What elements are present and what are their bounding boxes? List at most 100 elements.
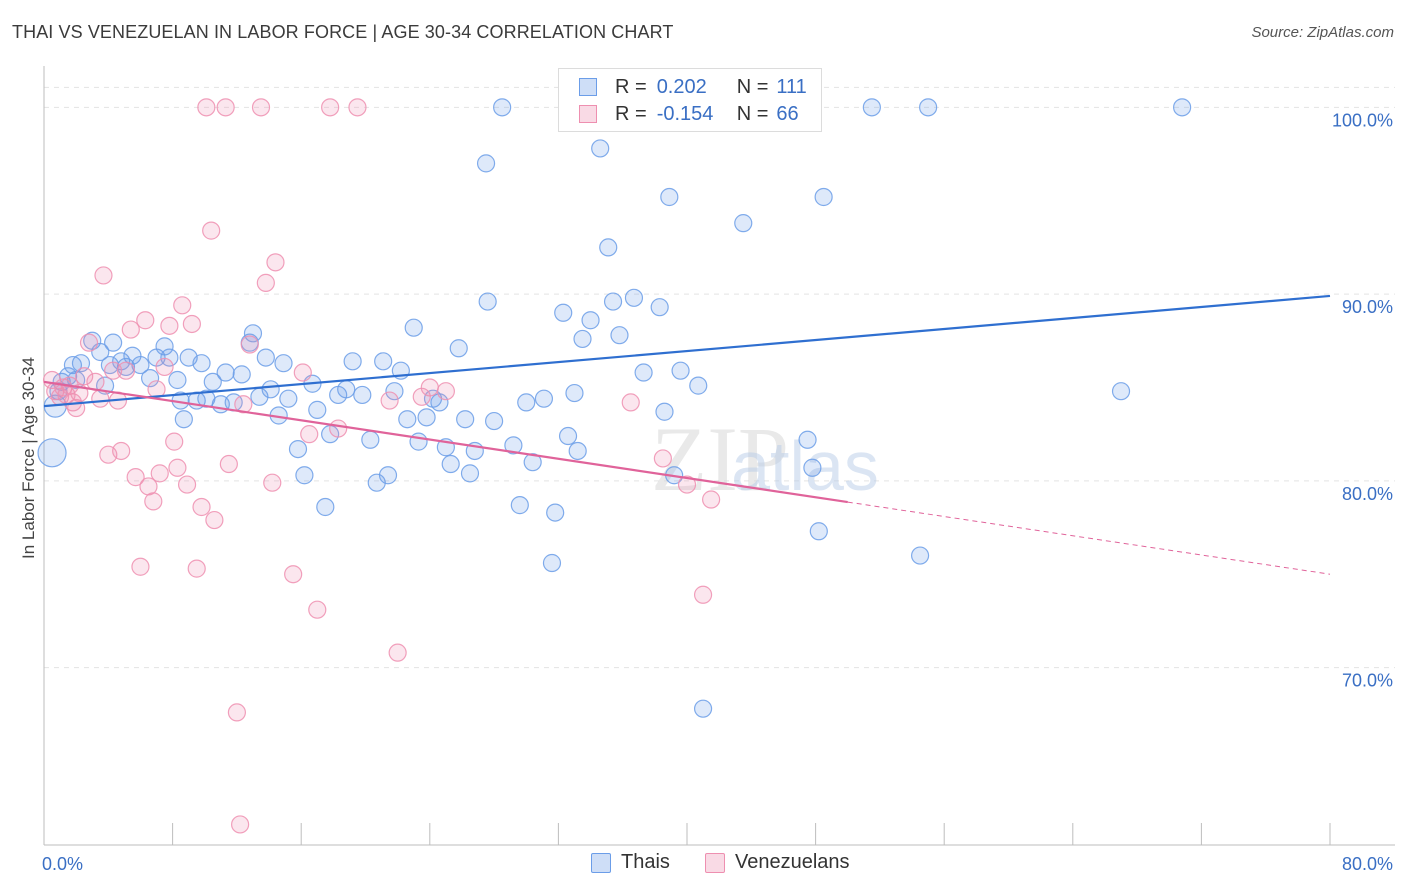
data-point bbox=[398, 410, 417, 429]
data-point bbox=[404, 318, 423, 337]
data-point bbox=[126, 468, 145, 487]
data-point bbox=[1111, 382, 1131, 401]
data-point bbox=[203, 372, 222, 391]
data-point bbox=[603, 292, 623, 311]
data-point bbox=[300, 425, 319, 444]
data-point bbox=[546, 503, 565, 522]
y-axis-label: In Labor Force | Age 30-34 bbox=[19, 357, 38, 559]
data-point bbox=[216, 363, 235, 382]
data-point bbox=[295, 466, 314, 485]
data-point bbox=[155, 357, 174, 377]
data-point bbox=[104, 361, 123, 380]
data-point bbox=[104, 333, 123, 352]
venezuelans-legend-icon bbox=[705, 852, 725, 873]
data-point bbox=[374, 352, 393, 371]
data-point bbox=[568, 441, 587, 461]
data-point bbox=[37, 438, 67, 468]
data-point bbox=[79, 333, 99, 352]
data-point bbox=[293, 363, 312, 382]
data-point bbox=[456, 410, 475, 429]
r-label: R = bbox=[615, 75, 647, 98]
data-point bbox=[216, 98, 235, 117]
data-point bbox=[140, 369, 160, 388]
data-point bbox=[329, 419, 348, 438]
data-point bbox=[256, 273, 275, 292]
data-point bbox=[75, 367, 94, 386]
data-point bbox=[168, 458, 187, 477]
data-point bbox=[910, 546, 930, 565]
data-point bbox=[284, 565, 303, 584]
data-point bbox=[388, 643, 407, 662]
data-point bbox=[240, 335, 259, 354]
data-point bbox=[91, 389, 110, 408]
data-point bbox=[321, 98, 340, 117]
data-point bbox=[485, 411, 504, 431]
data-point bbox=[436, 382, 455, 401]
data-point bbox=[131, 557, 150, 576]
data-point bbox=[689, 376, 708, 395]
data-point bbox=[420, 378, 439, 397]
data-point bbox=[160, 316, 179, 335]
data-point bbox=[279, 389, 298, 408]
data-point bbox=[809, 522, 828, 541]
data-point bbox=[197, 98, 216, 117]
data-point bbox=[308, 600, 327, 619]
trend-line-thais bbox=[43, 294, 1331, 408]
y-tick-label: 100.0% bbox=[1332, 110, 1393, 130]
series-legend: Thais Venezuelans bbox=[0, 851, 1406, 877]
data-point bbox=[232, 365, 251, 384]
data-point bbox=[862, 98, 881, 117]
legend-item-thais[interactable]: Thais bbox=[591, 851, 670, 874]
data-point bbox=[693, 699, 713, 718]
data-point bbox=[94, 266, 113, 285]
thais-swatch-icon bbox=[579, 78, 597, 96]
series-venezuelans-points bbox=[42, 98, 721, 834]
data-point bbox=[1173, 98, 1192, 117]
data-point bbox=[409, 432, 428, 451]
n-value-venezuelans: 66 bbox=[776, 102, 799, 125]
data-point bbox=[361, 430, 380, 449]
data-point bbox=[385, 382, 404, 401]
trend-lines bbox=[43, 294, 1331, 575]
data-point bbox=[150, 464, 169, 483]
data-point bbox=[671, 361, 690, 380]
data-point bbox=[261, 380, 280, 399]
data-point bbox=[634, 363, 653, 382]
data-point bbox=[523, 453, 542, 472]
r-label: R = bbox=[615, 102, 647, 125]
data-point bbox=[504, 436, 523, 455]
n-value-thais: 111 bbox=[776, 75, 807, 98]
data-point bbox=[263, 473, 282, 492]
data-point bbox=[219, 454, 238, 474]
x-tick-label-min: 0.0% bbox=[42, 854, 83, 874]
data-point bbox=[168, 370, 187, 390]
data-point bbox=[653, 449, 672, 468]
data-point bbox=[449, 339, 468, 358]
data-point bbox=[144, 492, 163, 511]
data-point bbox=[734, 214, 753, 233]
data-point bbox=[702, 490, 721, 509]
data-point bbox=[202, 221, 221, 240]
data-point bbox=[155, 337, 174, 356]
data-point bbox=[343, 352, 362, 371]
trend-line-venezuelans-extrapolated bbox=[847, 501, 1331, 575]
axes bbox=[43, 66, 1395, 846]
legend-item-venezuelans[interactable]: Venezuelans bbox=[705, 851, 850, 874]
data-point bbox=[182, 314, 201, 334]
data-point bbox=[174, 410, 193, 429]
data-point bbox=[441, 454, 460, 474]
data-point bbox=[251, 98, 271, 117]
trend-line-venezuelans bbox=[43, 380, 848, 504]
r-value-venezuelans: -0.154 bbox=[656, 102, 714, 125]
data-point bbox=[660, 187, 679, 207]
data-point bbox=[205, 510, 224, 530]
data-point bbox=[173, 296, 192, 315]
data-point bbox=[100, 355, 120, 375]
data-point bbox=[591, 139, 610, 158]
data-point bbox=[610, 326, 629, 345]
data-point bbox=[256, 348, 275, 367]
data-point bbox=[430, 393, 449, 412]
correlation-legend: R = 0.202 N = 111 R = -0.154 N = 66 bbox=[558, 68, 822, 132]
venezuelans-swatch-icon bbox=[579, 105, 597, 123]
